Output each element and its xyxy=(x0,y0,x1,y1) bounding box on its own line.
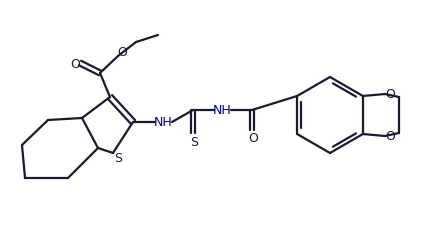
Text: S: S xyxy=(114,153,122,165)
Text: NH: NH xyxy=(153,115,172,129)
Text: O: O xyxy=(385,129,395,143)
Text: O: O xyxy=(70,58,80,70)
Text: O: O xyxy=(248,133,258,145)
Text: O: O xyxy=(117,46,127,60)
Text: O: O xyxy=(385,88,395,100)
Text: NH: NH xyxy=(213,104,232,116)
Text: S: S xyxy=(190,135,198,149)
